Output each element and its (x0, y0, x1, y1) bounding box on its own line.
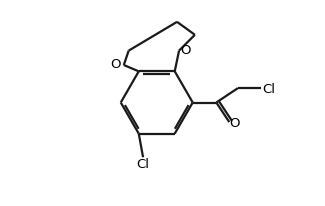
Text: Cl: Cl (263, 82, 276, 95)
Text: O: O (180, 43, 191, 56)
Text: O: O (111, 58, 121, 71)
Text: O: O (229, 116, 240, 129)
Text: Cl: Cl (136, 157, 150, 170)
